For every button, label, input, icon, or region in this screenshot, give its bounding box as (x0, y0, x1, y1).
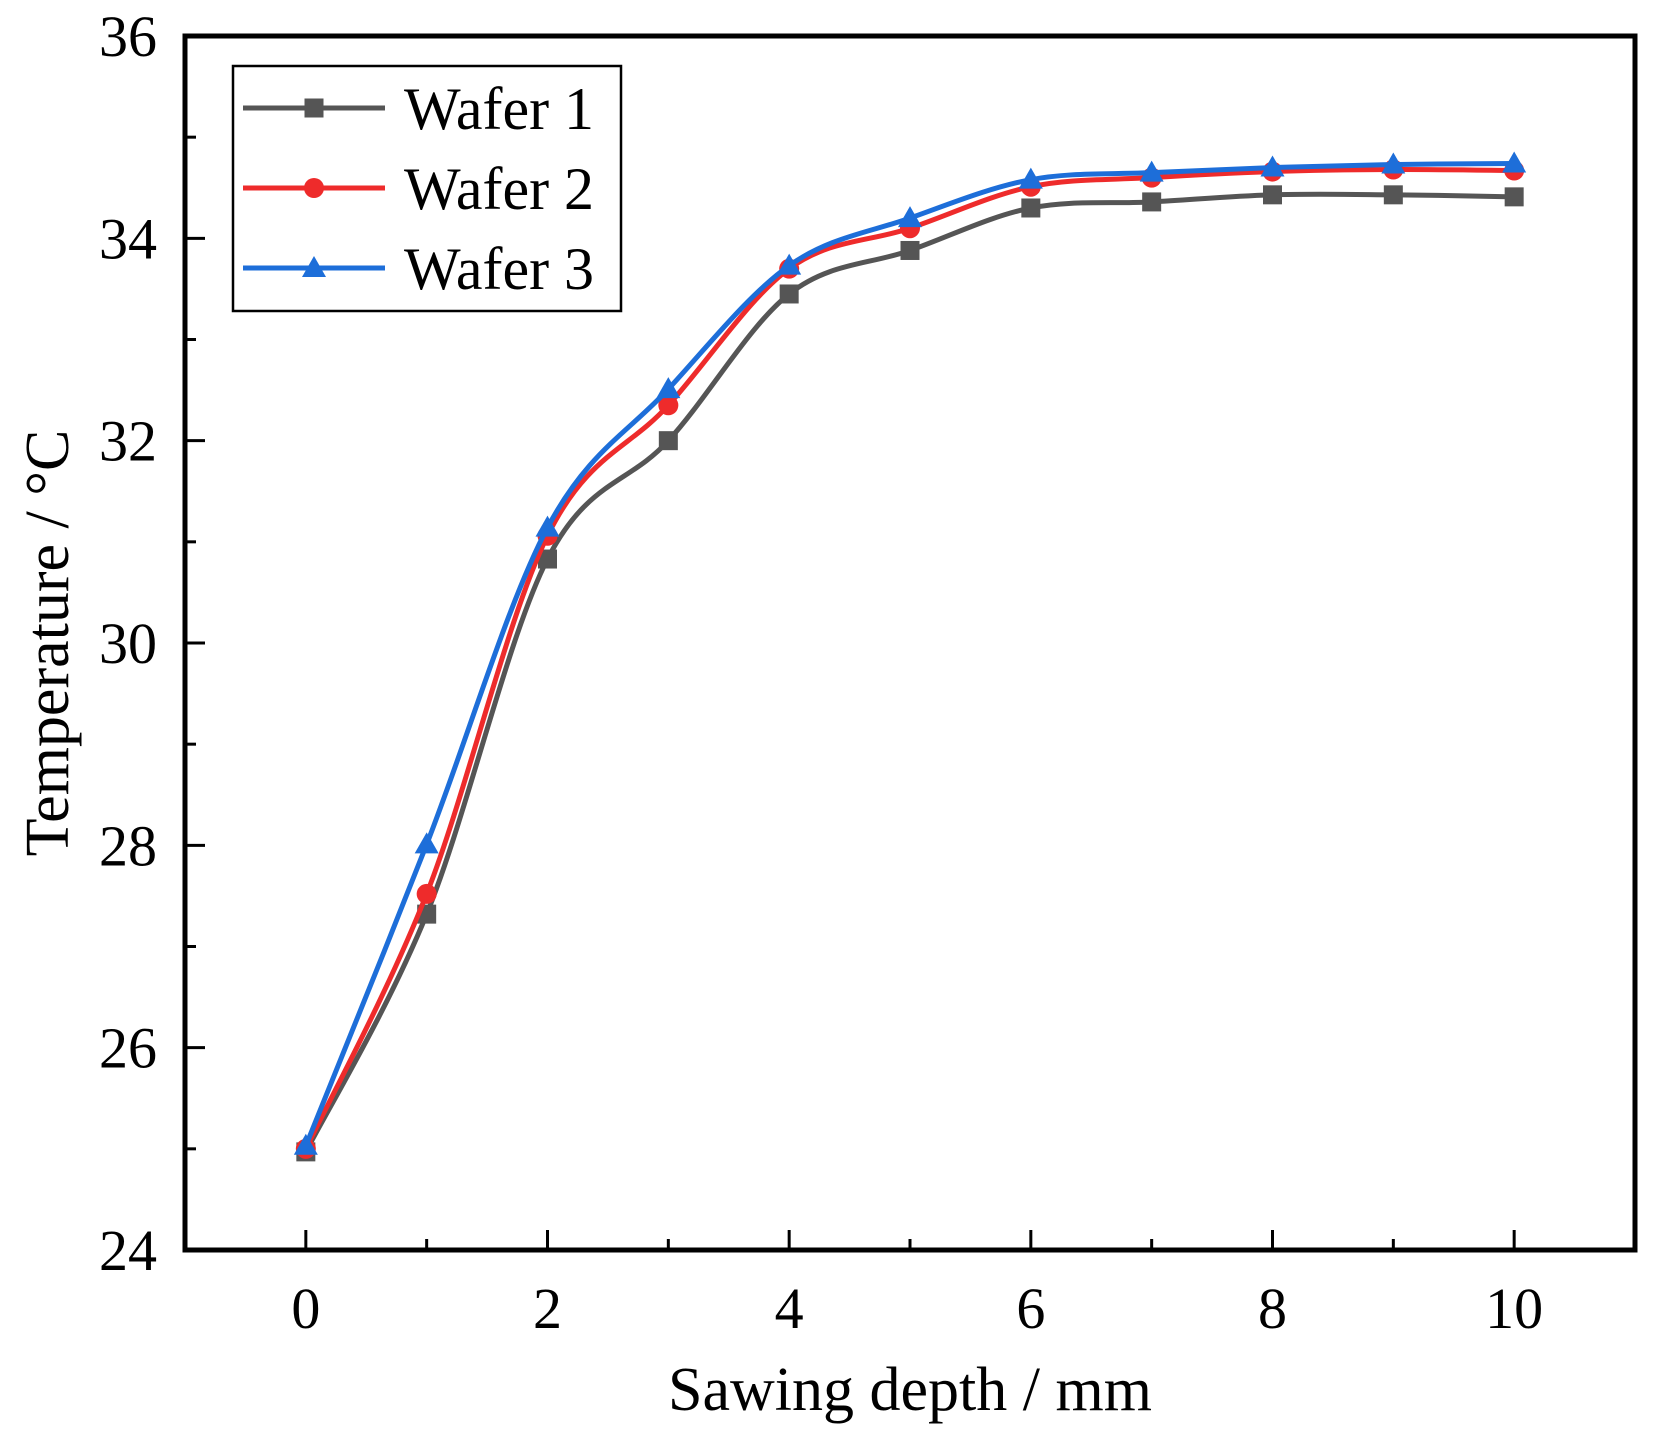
x-tick-label: 0 (291, 1276, 320, 1341)
legend-item-2: Wafer 2 (243, 156, 594, 222)
data-point (656, 377, 681, 399)
y-tick-label: 36 (99, 4, 157, 69)
legend-label: Wafer 3 (404, 236, 594, 302)
x-tick-label: 6 (1016, 1276, 1045, 1341)
legend-label: Wafer 2 (404, 156, 594, 222)
x-tick-label: 8 (1258, 1276, 1287, 1341)
series-3 (293, 151, 1527, 1155)
data-point (416, 883, 437, 904)
legend-label: Wafer 1 (404, 76, 594, 142)
data-point (1381, 152, 1406, 174)
y-tick-label: 28 (99, 813, 157, 878)
legend-item-3: Wafer 3 (243, 236, 594, 302)
x-tick-label: 4 (775, 1276, 804, 1341)
data-point (658, 431, 678, 451)
data-point (1260, 155, 1285, 177)
data-point (1383, 185, 1403, 205)
data-point (1263, 185, 1282, 205)
data-point (293, 1133, 318, 1155)
x-axis-title: Sawing depth / mm (668, 1356, 1152, 1424)
data-point (779, 284, 799, 304)
legend-marker (304, 178, 324, 198)
y-tick-label: 34 (99, 206, 157, 271)
y-tick-label: 26 (99, 1016, 157, 1081)
data-point (1021, 198, 1041, 218)
y-axis-title: Temperature / °C (14, 430, 82, 857)
legend-marker (304, 98, 324, 118)
data-point (414, 832, 439, 854)
data-point (777, 253, 802, 275)
data-point (898, 206, 922, 228)
data-point (1018, 167, 1043, 189)
data-point (535, 515, 560, 537)
data-point (900, 240, 920, 260)
legend: Wafer 1 Wafer 2 Wafer 3 (231, 64, 623, 313)
data-point (1502, 151, 1527, 173)
y-tick-label: 32 (99, 409, 157, 474)
y-tick-label: 30 (99, 611, 157, 676)
series-1 (296, 185, 1524, 1162)
data-point (1142, 192, 1162, 212)
x-tick-label: 10 (1485, 1276, 1543, 1341)
data-point (1504, 187, 1524, 207)
x-tick-label: 2 (533, 1276, 562, 1341)
y-tick-label: 24 (99, 1218, 157, 1283)
data-point (658, 395, 679, 416)
data-point (538, 549, 557, 569)
series-line (303, 167, 1515, 1150)
series-layer (293, 151, 1527, 1162)
legend-marker (302, 256, 326, 277)
data-point (1139, 160, 1164, 182)
legend-item-1: Wafer 1 (243, 76, 594, 142)
axis-ticks (185, 34, 1516, 1252)
